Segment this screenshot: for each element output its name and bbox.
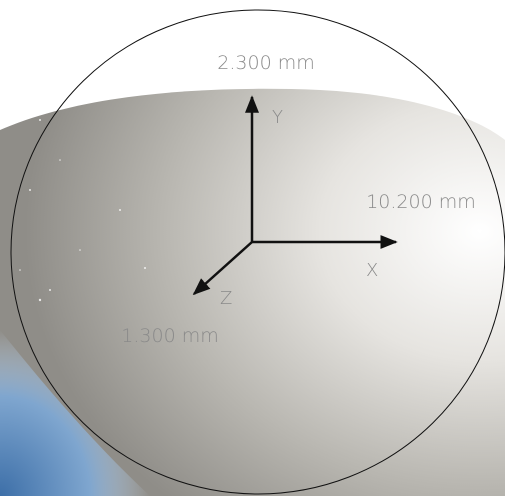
x-value: 10.200 mm — [366, 191, 476, 213]
y-label: Y — [272, 107, 283, 128]
y-value: 2.300 mm — [217, 52, 314, 74]
z-value: 1.300 mm — [121, 325, 218, 347]
stars — [19, 119, 146, 302]
boundary-circle — [10, 9, 505, 495]
x-label: X — [366, 260, 378, 281]
earth — [0, 330, 150, 496]
planet-surface — [0, 88, 505, 496]
background — [0, 88, 505, 496]
axes — [192, 95, 398, 296]
z-label: Z — [220, 288, 232, 309]
z-axis — [192, 241, 253, 296]
